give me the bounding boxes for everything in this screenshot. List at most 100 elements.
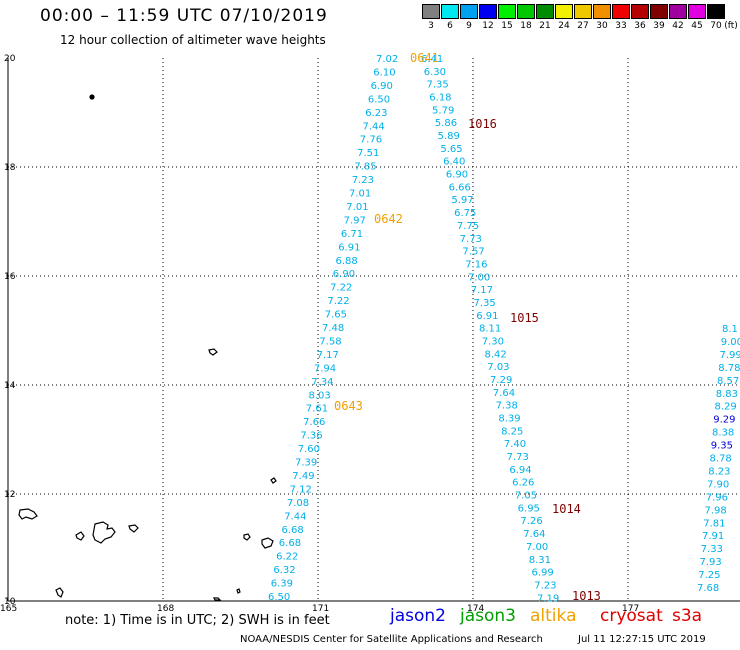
- legend-jason2: jason2: [390, 606, 446, 626]
- x-tick-label: 171: [312, 604, 329, 614]
- colorbar-label: 9: [466, 21, 472, 31]
- x-tick-label: 165: [0, 604, 17, 614]
- cryosat-wave-height: 6.18: [429, 93, 451, 104]
- altika-wave-height: 6.23: [365, 108, 387, 119]
- y-tick-label: 18: [4, 163, 16, 173]
- altika-wave-height: 7.49: [292, 471, 314, 482]
- colorbar-swatch: [612, 4, 630, 19]
- island-outline: [213, 597, 222, 601]
- s3a-wave-height: 9.00: [721, 337, 740, 348]
- cryosat-wave-height: 7.17: [471, 285, 493, 296]
- altika-wave-height: 7.58: [319, 336, 341, 347]
- cryosat-wave-height: 6.90: [446, 170, 468, 181]
- cryosat-wave-height: 5.89: [438, 131, 460, 142]
- s3a-wave-height: 9.29: [713, 415, 735, 426]
- cryosat-wave-height: 7.16: [465, 259, 487, 270]
- s3a-wave-height: 9.35: [711, 441, 733, 452]
- cryosat-wave-height: 6.94: [509, 465, 531, 476]
- cryosat-wave-height: 8.11: [479, 324, 501, 335]
- altika-wave-height: 7.01: [346, 202, 368, 213]
- altika-wave-height: 6.22: [276, 552, 298, 563]
- cryosat-wave-height: 5.86: [435, 118, 457, 129]
- s3a-wave-height: 8.57: [717, 376, 739, 387]
- altika-wave-height: 7.51: [357, 148, 379, 159]
- altika-wave-height: 7.76: [360, 135, 382, 146]
- colorbar-label: 36: [634, 21, 646, 31]
- cryosat-wave-height: 6.91: [476, 311, 498, 322]
- colorbar-swatch: [631, 4, 649, 19]
- cryosat-wave-height: 8.25: [501, 426, 523, 437]
- colorbar-swatch: [707, 4, 725, 19]
- colorbar-unit: (ft): [724, 21, 738, 31]
- altika-wave-height: 7.65: [325, 310, 347, 321]
- colorbar-swatch: [498, 4, 516, 19]
- s3a-wave-height: 7.25: [698, 570, 720, 581]
- altika-wave-height: 6.50: [268, 592, 290, 603]
- legend-jason3: jason3: [460, 606, 516, 626]
- altika-wave-height: 7.36: [300, 431, 322, 442]
- cryosat-wave-height: 7.03: [487, 362, 509, 373]
- colorbar-label: 21: [539, 21, 551, 31]
- cryosat-wave-height: 5.97: [451, 195, 473, 206]
- cryosat-wave-height: 7.05: [515, 491, 537, 502]
- cryosat-wave-height: 7.35: [473, 298, 495, 309]
- cryosat-wave-height: 7.26: [520, 516, 542, 527]
- colorbar-swatch: [688, 4, 706, 19]
- altika-wave-height: 6.90: [371, 81, 393, 92]
- colorbar-swatch: [536, 4, 554, 19]
- s3a-wave-height: 7.98: [705, 505, 727, 516]
- s3a-wave-height: 8.83: [716, 389, 738, 400]
- y-tick-label: 14: [4, 381, 16, 391]
- altika-wave-height: 7.23: [352, 175, 374, 186]
- island-outline: [236, 588, 241, 594]
- altika-wave-height: 8.03: [309, 390, 331, 401]
- cryosat-wave-height: 6.95: [518, 503, 540, 514]
- s3a-wave-height: 7.33: [701, 544, 723, 555]
- cryosat-wave-height: 5.65: [440, 144, 462, 155]
- footer-note: note: 1) Time is in UTC; 2) SWH is in fe…: [65, 613, 330, 628]
- cryosat-wave-height: 7.30: [482, 336, 504, 347]
- s3a-wave-height: 8.78: [710, 454, 732, 465]
- altika-wave-height: 6.68: [279, 538, 301, 549]
- altimeter-tracks: 7.02 6.10 6.90 6.50 6.23 7.44 7.76 7.51 7.85 7.23…: [268, 51, 740, 604]
- credit-line: NOAA/NESDIS Center for Satellite Applica…: [240, 634, 543, 645]
- cryosat-wave-height: 7.40: [504, 439, 526, 450]
- colorbar-label: 3: [428, 21, 434, 31]
- cryosat-wave-height: 6.75: [454, 208, 476, 219]
- s3a-wave-height: 7.91: [702, 531, 724, 542]
- altika-wave-height: 6.50: [368, 94, 390, 105]
- lat-lon-grid: [7, 58, 740, 602]
- colorbar-label: 42: [672, 21, 684, 31]
- pass-time-label: 1015: [510, 311, 539, 325]
- altika-wave-height: 7.60: [298, 444, 320, 455]
- colorbar-label: 45: [691, 21, 703, 31]
- altika-wave-height: 7.97: [344, 215, 366, 226]
- altika-wave-height: 6.39: [271, 579, 293, 590]
- s3a-wave-height: 7.99: [720, 350, 740, 361]
- island-outline: [270, 477, 277, 484]
- colorbar-label: 30: [596, 21, 608, 31]
- colorbar-swatch: [650, 4, 668, 19]
- s3a-wave-height: 8.78: [718, 363, 740, 374]
- cryosat-wave-height: 7.57: [462, 247, 484, 258]
- cryosat-wave-height: 8.42: [485, 349, 507, 360]
- pass-time-label: 0641: [410, 51, 439, 65]
- altika-wave-height: 7.22: [330, 283, 352, 294]
- generated-timestamp: Jul 11 12:27:15 UTC 2019: [578, 634, 706, 645]
- s3a-wave-height: 7.90: [707, 479, 729, 490]
- pass-time-label: 1014: [552, 502, 581, 516]
- altika-wave-height: 7.02: [376, 54, 398, 65]
- altika-wave-height: 7.01: [349, 189, 371, 200]
- cryosat-wave-height: 7.75: [457, 221, 479, 232]
- colorbar-swatch: [555, 4, 573, 19]
- cryosat-wave-height: 7.64: [493, 388, 515, 399]
- island-outline: [92, 521, 116, 544]
- altika-wave-height: 7.22: [327, 296, 349, 307]
- altika-wave-height: 7.39: [295, 458, 317, 469]
- altika-wave-height: 7.17: [317, 350, 339, 361]
- colorbar-label: 27: [577, 21, 589, 31]
- cryosat-wave-height: 5.79: [432, 105, 454, 116]
- cryosat-wave-height: 6.40: [443, 157, 465, 168]
- y-tick-label: 12: [4, 490, 15, 500]
